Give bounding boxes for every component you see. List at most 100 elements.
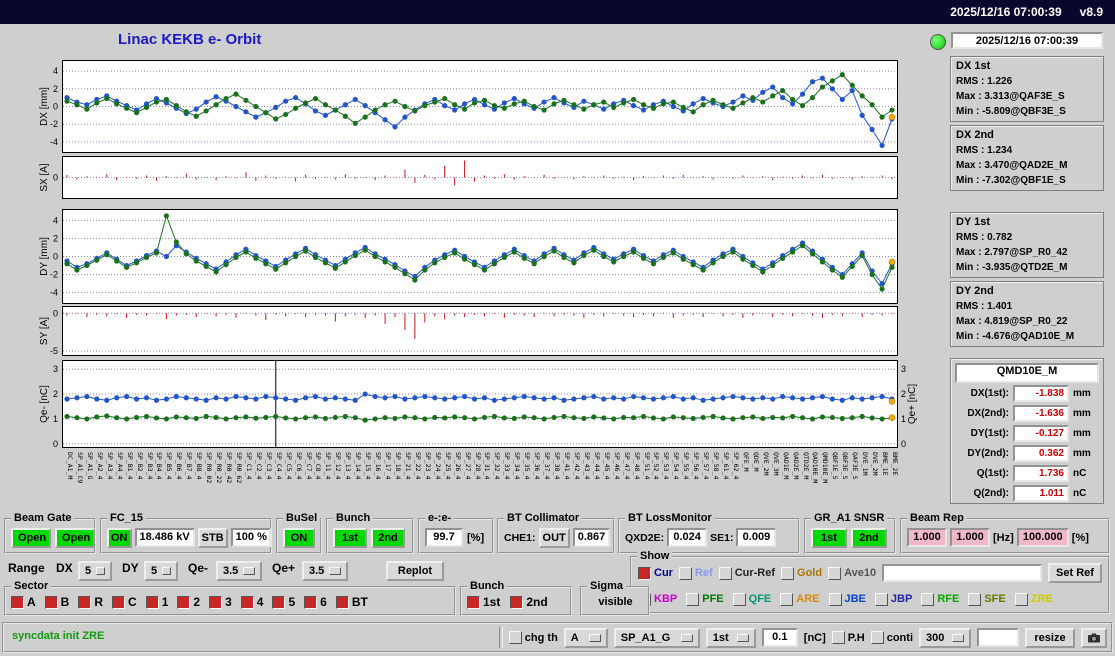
- blank-field[interactable]: [977, 628, 1019, 647]
- show-jbe-checkbox[interactable]: JBE: [828, 592, 866, 606]
- sigma-visible-toggle[interactable]: visible: [598, 596, 633, 608]
- sector-b-checkbox[interactable]: B: [44, 595, 69, 609]
- x-axis-label: SP_37_4: [543, 452, 552, 480]
- monitor-row-unit: mm: [1073, 388, 1091, 399]
- stats-title: DX 2nd: [956, 129, 994, 141]
- range-qem-select[interactable]: 3.5: [216, 561, 262, 581]
- show-cur-checkbox[interactable]: Cur: [638, 566, 673, 580]
- points-select[interactable]: 300: [919, 627, 971, 648]
- chg-th-checkbox[interactable]: chg th: [508, 631, 558, 644]
- show-cur-ref-checkbox[interactable]: Cur-Ref: [718, 566, 775, 580]
- show-gold-checkbox[interactable]: Gold: [781, 566, 822, 580]
- sector-1-checkbox[interactable]: 1: [145, 595, 168, 609]
- beam-gate-open-button-1[interactable]: Open: [11, 527, 51, 548]
- bunch-1st-label: 1st: [483, 595, 501, 609]
- sector-4-checkbox[interactable]: 4: [240, 595, 264, 609]
- show-ave10-checkbox[interactable]: Ave10: [828, 566, 876, 580]
- bunch-select-group: Bunch 1st 2nd: [460, 579, 572, 616]
- range-row: Range DX 5 DY 5 Qe- 3.5 Qe+ 3.5 Replot: [0, 558, 630, 584]
- show-sfe-checkbox[interactable]: SFE: [968, 592, 1006, 606]
- monitor-row-label: DX(2nd):: [967, 408, 1009, 419]
- monitor-row-value: 0.362: [1013, 445, 1069, 462]
- sector-bt-checkbox[interactable]: BT: [335, 595, 368, 609]
- x-axis-label: SP_C7_4: [304, 452, 313, 480]
- checkbox-icon: [112, 595, 126, 609]
- ph-label: P.H: [847, 631, 865, 644]
- x-axis-label: SP_16_4: [374, 452, 383, 480]
- busel-group: BuSel ON: [276, 511, 322, 554]
- qe-plot: 0 1 2 3 3 2 1 0 Qe- [nC] Qe+ [nC]: [39, 360, 918, 448]
- x-axis-label: SP_45_4: [602, 452, 611, 480]
- bpm-select[interactable]: SP_A1_G: [613, 627, 700, 648]
- sector-5-checkbox[interactable]: 5: [272, 595, 295, 609]
- svg-text:-2: -2: [50, 119, 58, 129]
- chevron-down-icon: [588, 633, 601, 642]
- x-axis-label: SP_47_4: [622, 452, 631, 480]
- busel-on-button[interactable]: ON: [283, 527, 315, 548]
- ref-input[interactable]: [882, 564, 1042, 582]
- set-ref-button[interactable]: Set Ref: [1048, 563, 1102, 583]
- fc15-stb-button[interactable]: STB: [197, 527, 228, 548]
- chevron-down-icon: [736, 633, 749, 642]
- range-dx-select[interactable]: 5: [78, 561, 112, 581]
- conti-checkbox[interactable]: conti: [870, 631, 913, 644]
- show-ref-checkbox[interactable]: Ref: [678, 566, 713, 580]
- che1-out-button[interactable]: OUT: [538, 527, 570, 548]
- replot-button[interactable]: Replot: [386, 561, 444, 581]
- bunch-2nd-checkbox[interactable]: 2nd: [510, 595, 548, 609]
- x-axis-label: SP_32_4: [493, 452, 502, 480]
- gr-a1-1st-button[interactable]: 1st: [811, 527, 847, 548]
- resize-button[interactable]: resize: [1025, 627, 1075, 648]
- sector-r-checkbox[interactable]: R: [78, 595, 103, 609]
- bunch-2nd-button[interactable]: 2nd: [371, 527, 405, 548]
- show-qfe-checkbox[interactable]: QFE: [732, 592, 771, 606]
- x-axis-label: BME_2E: [891, 452, 899, 476]
- svg-text:1: 1: [53, 414, 58, 424]
- threshold-field[interactable]: 0.1: [761, 628, 798, 647]
- sector-c-checkbox[interactable]: C: [112, 595, 137, 609]
- screenshot-button[interactable]: [1081, 627, 1107, 648]
- range-dy-select[interactable]: 5: [144, 561, 178, 581]
- bunch-1st-checkbox[interactable]: 1st: [467, 595, 500, 609]
- x-axis-label: SP_R0_42: [225, 452, 234, 484]
- x-axis-label: SP_51_4: [642, 452, 651, 480]
- show-pfe-checkbox[interactable]: PFE: [686, 592, 724, 606]
- sector-2-checkbox[interactable]: 2: [177, 595, 200, 609]
- update-timestamp: 2025/12/16 07:00:39: [951, 32, 1103, 49]
- sector-5-label: 5: [288, 595, 296, 609]
- svg-text:2: 2: [53, 389, 58, 399]
- bunch-1st-button[interactable]: 1st: [333, 527, 367, 548]
- stats-title: DX 1st: [956, 60, 991, 72]
- beam-rep-pct-label: [%]: [1071, 531, 1089, 544]
- x-axis-label: SP_15_4: [364, 452, 373, 480]
- checkbox-icon: [240, 595, 254, 609]
- qxd2e-label: QXD2E:: [625, 531, 665, 544]
- x-axis-label: DC_A1_M: [66, 452, 74, 480]
- x-axis-label: SP_33_4: [503, 452, 512, 480]
- svg-text:SY [A]: SY [A]: [39, 317, 50, 345]
- range-qep-select[interactable]: 3.5: [302, 561, 348, 581]
- show-rfe-checkbox[interactable]: RFE: [921, 592, 959, 606]
- x-axis-label: SP_18_4: [394, 452, 402, 480]
- sector-a-checkbox[interactable]: A: [11, 595, 36, 609]
- x-axis-label: SP_44_4: [592, 452, 601, 480]
- beam-gate-open-button-2[interactable]: Open: [55, 527, 95, 548]
- qxd2e-value: 0.024: [667, 528, 708, 547]
- show-are-checkbox[interactable]: ARE: [780, 592, 820, 606]
- show-jbp-checkbox[interactable]: JBP: [874, 592, 912, 606]
- x-axis-label: SP_58_4: [712, 452, 721, 480]
- fc15-kv-value: 18.486 kV: [134, 528, 195, 547]
- bunch-select[interactable]: 1st: [705, 627, 756, 648]
- sector-3-checkbox[interactable]: 3: [209, 595, 232, 609]
- sector-6-checkbox[interactable]: 6: [304, 595, 327, 609]
- ph-checkbox[interactable]: P.H: [831, 631, 865, 644]
- stats-rms: RMS : 1.234: [956, 145, 1013, 156]
- gr-a1-2nd-button[interactable]: 2nd: [851, 527, 887, 548]
- x-axis-label: SP_A4_4: [115, 452, 124, 480]
- show-zre-checkbox[interactable]: ZRE: [1014, 592, 1053, 606]
- show-group: Show Cur Ref Cur-Ref Gold Ave10 Set Ref …: [630, 549, 1110, 614]
- fc15-on-button[interactable]: ON: [107, 527, 132, 548]
- sector-4-label: 4: [256, 595, 264, 609]
- mode-select[interactable]: A: [563, 627, 608, 648]
